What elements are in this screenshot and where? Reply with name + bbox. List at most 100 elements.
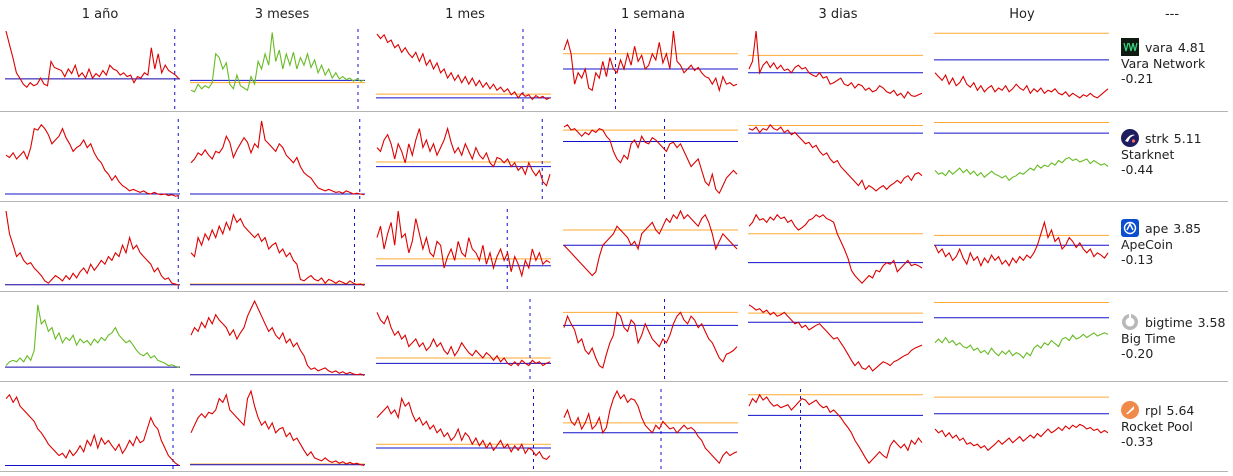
price-series-line xyxy=(376,126,551,187)
price-series-line xyxy=(563,389,738,465)
sparkline-ape-3 xyxy=(563,209,738,277)
coin-info[interactable]: rpl 5.64 Rocket Pool -0.33 xyxy=(1121,401,1194,449)
price-series-line xyxy=(5,304,180,368)
price-series-line xyxy=(934,423,1109,452)
price-series-line xyxy=(376,396,551,461)
coin-change: -0.21 xyxy=(1121,71,1154,86)
sparkline-ape-0 xyxy=(5,209,180,289)
sparkline-rpl-0 xyxy=(5,389,180,469)
sparkline-bigtime-1 xyxy=(190,299,365,377)
starknet-logo-icon xyxy=(1121,129,1139,147)
sparkline-bigtime-4 xyxy=(748,304,923,372)
price-series-line xyxy=(5,393,180,466)
row-separator xyxy=(0,381,1228,382)
coin-price: 3.58 xyxy=(1197,314,1226,330)
coin-row-vara: vara 4.81 Vara Network -0.21 xyxy=(0,25,1233,115)
price-series-line xyxy=(748,213,923,285)
symbol-price-line: bigtime 3.58 xyxy=(1121,313,1225,331)
sparkline-vara-5 xyxy=(934,32,1109,99)
price-series-line xyxy=(934,72,1109,99)
sparkline-vara-0 xyxy=(5,29,180,109)
coin-price: 3.85 xyxy=(1173,220,1202,236)
sparkline-ape-4 xyxy=(748,213,923,285)
coin-change: -0.44 xyxy=(1121,162,1154,177)
symbol-price-line: vara 4.81 xyxy=(1121,38,1206,56)
sparkline-strk-0 xyxy=(5,119,180,199)
price-series-line xyxy=(5,210,180,287)
price-series-line xyxy=(190,213,365,287)
sparkline-rpl-4 xyxy=(748,389,923,469)
coin-info[interactable]: vara 4.81 Vara Network -0.21 xyxy=(1121,38,1206,86)
sparkline-ape-2 xyxy=(376,209,551,289)
row-separator xyxy=(0,111,1228,112)
row-separator xyxy=(0,291,1228,292)
sparkline-vara-1 xyxy=(190,29,365,109)
coin-change: -0.13 xyxy=(1121,252,1154,267)
sparkline-vara-4 xyxy=(748,30,923,99)
coin-change: -0.33 xyxy=(1121,434,1154,449)
price-series-line xyxy=(748,393,923,465)
price-series-line xyxy=(563,209,738,277)
price-series-line xyxy=(190,120,365,196)
sparkline-vara-2 xyxy=(376,29,551,109)
header-today: Hoy xyxy=(1009,7,1035,22)
sparkline-bigtime-5 xyxy=(934,302,1109,359)
price-series-line xyxy=(376,312,551,367)
price-series-line xyxy=(376,33,551,101)
sparkline-ape-5 xyxy=(934,220,1109,268)
sparkline-ape-1 xyxy=(190,209,365,289)
header-1-week: 1 semana xyxy=(620,7,685,22)
sparkline-strk-1 xyxy=(190,119,365,199)
coin-symbol: ape xyxy=(1145,220,1169,236)
vara-logo-icon xyxy=(1121,38,1139,56)
symbol-price-line: rpl 5.64 xyxy=(1121,401,1194,419)
coin-name: Big Time xyxy=(1121,331,1176,346)
header-1-year: 1 año xyxy=(81,7,119,22)
coin-info[interactable]: ape 3.85 ApeCoin -0.13 xyxy=(1121,219,1201,267)
coin-symbol: bigtime xyxy=(1145,314,1193,330)
price-series-line xyxy=(190,32,365,93)
header-3-months: 3 meses xyxy=(254,7,310,22)
sparkline-rpl-1 xyxy=(190,389,365,467)
coin-price: 4.81 xyxy=(1177,39,1206,55)
coin-name: Rocket Pool xyxy=(1121,419,1193,434)
price-series-line xyxy=(563,124,738,195)
header-3-days: 3 dias xyxy=(818,7,858,22)
price-series-line xyxy=(748,123,923,192)
price-series-line xyxy=(376,210,551,278)
coin-name: Vara Network xyxy=(1121,56,1206,71)
symbol-price-line: ape 3.85 xyxy=(1121,219,1201,237)
coin-row-strk: strk 5.11 Starknet -0.44 xyxy=(0,115,1233,205)
price-series-line xyxy=(934,332,1109,359)
sparkline-bigtime-0 xyxy=(5,304,180,368)
price-series-line xyxy=(934,156,1109,182)
price-series-line xyxy=(5,30,180,88)
row-separator xyxy=(0,201,1228,202)
coin-price: 5.64 xyxy=(1166,402,1195,418)
sparkline-strk-5 xyxy=(934,122,1109,182)
sparkline-rpl-5 xyxy=(934,396,1109,452)
sparkline-vara-3 xyxy=(563,29,738,109)
rocketpool-logo-icon xyxy=(1121,401,1139,419)
sparkline-strk-3 xyxy=(563,119,738,199)
apecoin-logo-icon xyxy=(1121,219,1139,237)
coin-row-rpl: rpl 5.64 Rocket Pool -0.33 xyxy=(0,385,1233,475)
sparkline-bigtime-2 xyxy=(376,299,551,379)
row-separator xyxy=(0,471,1228,472)
coin-info[interactable]: bigtime 3.58 Big Time -0.20 xyxy=(1121,313,1225,361)
coin-symbol: rpl xyxy=(1145,402,1162,418)
header-1-month: 1 mes xyxy=(445,7,485,22)
coin-row-ape: ape 3.85 ApeCoin -0.13 xyxy=(0,205,1233,295)
coin-symbol: strk xyxy=(1145,130,1169,146)
coin-info[interactable]: strk 5.11 Starknet -0.44 xyxy=(1121,129,1202,177)
coin-name: ApeCoin xyxy=(1121,237,1173,252)
price-series-line xyxy=(563,30,738,93)
price-series-line xyxy=(934,220,1109,268)
coin-row-bigtime: bigtime 3.58 Big Time -0.20 xyxy=(0,295,1233,385)
sparkline-strk-4 xyxy=(748,123,923,192)
coin-price: 5.11 xyxy=(1173,130,1202,146)
sparkline-bigtime-3 xyxy=(563,299,738,379)
bigtime-logo-icon xyxy=(1121,313,1139,331)
price-series-line xyxy=(563,311,738,369)
sparkline-rpl-2 xyxy=(376,389,551,469)
